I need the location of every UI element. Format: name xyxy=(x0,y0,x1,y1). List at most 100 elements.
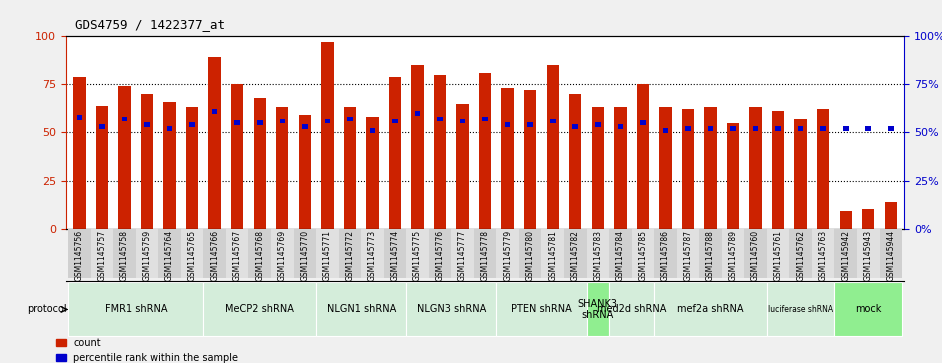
Bar xyxy=(618,124,624,129)
Text: PTEN shRNA: PTEN shRNA xyxy=(512,305,572,314)
Bar xyxy=(249,229,271,278)
Text: GSM1145767: GSM1145767 xyxy=(233,230,242,281)
Text: GSM1145781: GSM1145781 xyxy=(548,230,558,281)
Bar xyxy=(798,126,804,131)
Bar xyxy=(753,126,758,131)
Bar xyxy=(587,282,609,337)
Bar xyxy=(812,229,835,278)
Bar xyxy=(99,124,105,129)
Bar xyxy=(456,104,469,229)
Bar xyxy=(595,122,601,127)
Bar xyxy=(406,229,429,278)
Text: GSM1145758: GSM1145758 xyxy=(120,230,129,281)
Bar xyxy=(389,77,401,229)
Text: GSM1145765: GSM1145765 xyxy=(187,230,197,281)
Bar xyxy=(569,94,581,229)
Bar xyxy=(843,126,849,131)
Bar xyxy=(406,282,496,337)
Bar xyxy=(276,107,288,229)
Bar xyxy=(144,122,150,127)
Bar xyxy=(474,229,496,278)
Bar xyxy=(789,229,812,278)
Bar xyxy=(412,65,424,229)
Text: GSM1145764: GSM1145764 xyxy=(165,230,174,281)
Text: GSM1145944: GSM1145944 xyxy=(886,230,895,281)
Text: GSM1145778: GSM1145778 xyxy=(480,230,490,281)
Text: GSM1145788: GSM1145788 xyxy=(706,230,715,281)
Bar xyxy=(122,117,127,122)
Bar xyxy=(73,77,86,229)
Bar xyxy=(820,126,826,131)
Bar xyxy=(302,124,308,129)
Text: GSM1145769: GSM1145769 xyxy=(278,230,286,281)
Text: GSM1145773: GSM1145773 xyxy=(368,230,377,281)
Text: GSM1145787: GSM1145787 xyxy=(684,230,692,281)
Bar xyxy=(208,57,220,229)
Bar xyxy=(347,117,352,122)
Text: luciferase shRNA: luciferase shRNA xyxy=(768,305,834,314)
Bar xyxy=(203,282,317,337)
Text: GSM1145771: GSM1145771 xyxy=(323,230,332,281)
Bar xyxy=(451,229,474,278)
Bar xyxy=(212,109,218,114)
Bar xyxy=(271,229,294,278)
Bar xyxy=(641,121,645,125)
Bar xyxy=(68,282,203,337)
Legend: count, percentile rank within the sample: count, percentile rank within the sample xyxy=(52,334,242,363)
Bar xyxy=(253,98,266,229)
Bar xyxy=(528,122,533,127)
Bar xyxy=(750,107,762,229)
Bar xyxy=(366,117,379,229)
Bar xyxy=(167,126,172,131)
Bar xyxy=(730,126,736,131)
Text: GSM1145759: GSM1145759 xyxy=(142,230,152,281)
Bar xyxy=(203,229,226,278)
Bar xyxy=(888,126,894,131)
Text: FMR1 shRNA: FMR1 shRNA xyxy=(105,305,167,314)
Text: GSM1145783: GSM1145783 xyxy=(593,230,602,281)
Bar xyxy=(90,229,113,278)
Bar xyxy=(519,229,542,278)
Bar xyxy=(321,42,333,229)
Text: GSM1145942: GSM1145942 xyxy=(841,230,851,281)
Bar xyxy=(437,117,443,122)
Bar xyxy=(383,229,406,278)
Text: GSM1145768: GSM1145768 xyxy=(255,230,265,281)
Bar xyxy=(609,229,632,278)
Bar xyxy=(862,209,874,229)
Bar xyxy=(231,85,243,229)
Text: GSM1145762: GSM1145762 xyxy=(796,230,805,281)
Text: GSM1145779: GSM1145779 xyxy=(503,230,512,281)
Bar xyxy=(505,122,511,127)
Bar xyxy=(141,94,154,229)
Text: GSM1145766: GSM1145766 xyxy=(210,230,219,281)
Bar xyxy=(414,111,420,116)
Bar xyxy=(609,282,654,337)
Text: NLGN1 shRNA: NLGN1 shRNA xyxy=(327,305,396,314)
Bar xyxy=(546,65,559,229)
Bar xyxy=(317,229,338,278)
Bar xyxy=(707,126,713,131)
Bar xyxy=(542,229,564,278)
Text: GSM1145770: GSM1145770 xyxy=(300,230,309,281)
Bar xyxy=(676,229,699,278)
Bar xyxy=(338,229,361,278)
Bar xyxy=(119,86,131,229)
Bar xyxy=(226,229,249,278)
Bar xyxy=(496,282,587,337)
Bar xyxy=(235,121,240,125)
Text: med2d shRNA: med2d shRNA xyxy=(597,305,666,314)
Bar xyxy=(361,229,383,278)
Bar xyxy=(685,126,690,131)
Text: protocol: protocol xyxy=(26,305,66,314)
Bar xyxy=(835,229,857,278)
Bar xyxy=(654,229,676,278)
Bar xyxy=(113,229,136,278)
Text: GSM1145760: GSM1145760 xyxy=(751,230,760,281)
Bar xyxy=(482,117,488,122)
Text: GSM1145777: GSM1145777 xyxy=(458,230,467,281)
Bar xyxy=(857,229,880,278)
Bar xyxy=(817,109,829,229)
Bar xyxy=(344,107,356,229)
Text: GSM1145772: GSM1145772 xyxy=(346,230,354,281)
